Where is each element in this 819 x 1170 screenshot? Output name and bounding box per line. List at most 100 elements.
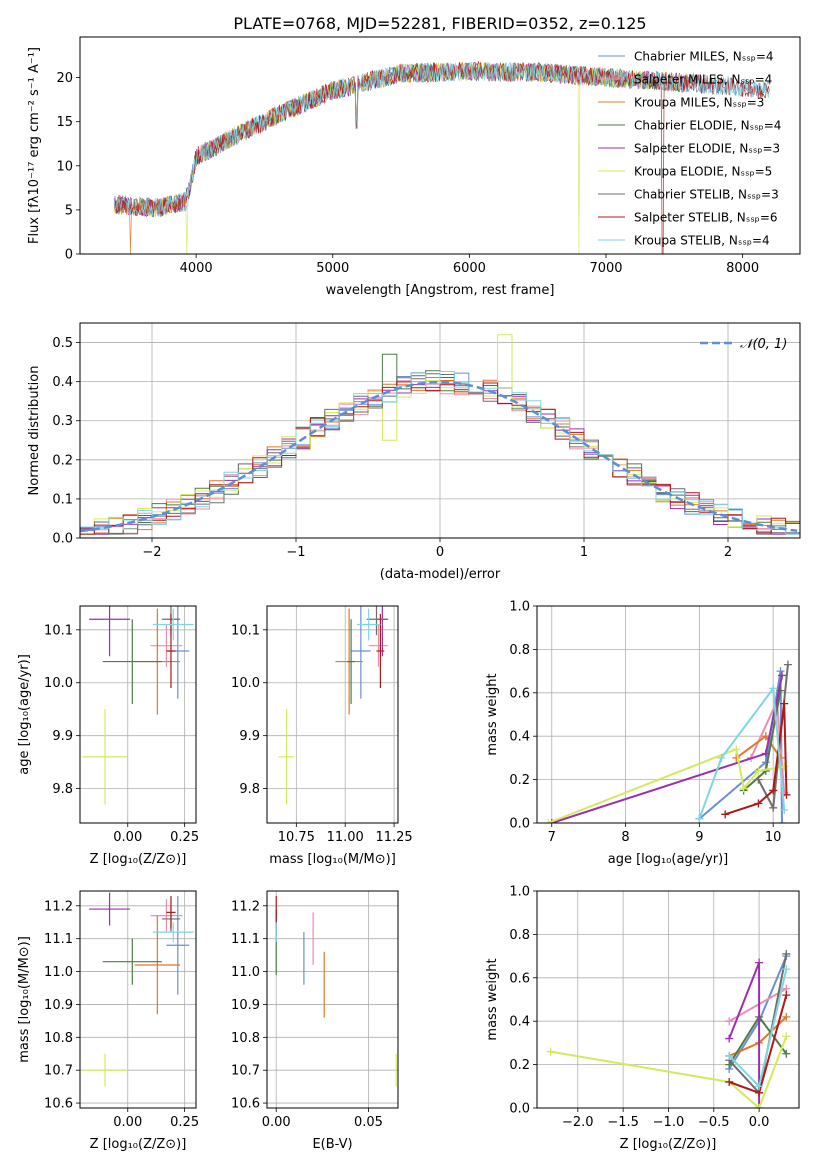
plot-area — [546, 949, 791, 1108]
x-axis-label: wavelength [Angstrom, rest frame] — [326, 283, 555, 298]
axes-frame — [266, 605, 399, 824]
y-tick-label: 11.2 — [44, 899, 73, 914]
axes-frame — [79, 605, 197, 824]
legend-entry: Chabrier MILES, Nₛₛₚ=4 — [634, 50, 774, 64]
y-tick-label: 0.6 — [509, 971, 530, 986]
y-tick-label: 0.2 — [52, 453, 73, 468]
legend-entry: Kroupa STELIB, Nₛₛₚ=4 — [634, 234, 770, 248]
x-tick-label: 8 — [621, 830, 629, 845]
weight-point-marker — [755, 958, 764, 967]
y-tick-label: 10.1 — [231, 623, 260, 638]
y-axis-label: Flux [fλ10⁻¹⁷ erg cm⁻² s⁻¹ A⁻¹] — [27, 47, 42, 244]
weight-point-marker — [725, 1051, 734, 1060]
weight-point-marker — [782, 991, 791, 1000]
panel-mass-vs-Z: 0.00 0.25 10.6 10.7 10.8 10.9 11.0 11.1 11.2 Z [l… — [17, 890, 199, 1152]
x-tick-label: 0.00 — [262, 1115, 291, 1130]
axes-frame — [536, 605, 800, 824]
legend-entry: Kroupa MILES, Nₛₛₚ=3 — [634, 96, 764, 110]
legend-entry: Kroupa ELODIE, Nₛₛₚ=5 — [634, 165, 772, 179]
weight-point-marker — [546, 1047, 555, 1056]
y-tick-label: 11.1 — [231, 932, 260, 947]
x-tick-label: 10 — [765, 830, 782, 845]
x-tick-label: 7 — [548, 830, 556, 845]
y-tick-label: 10.1 — [44, 623, 73, 638]
plot-area — [82, 606, 194, 805]
y-tick-label: 0.4 — [509, 730, 530, 745]
weight-point-marker — [754, 775, 763, 784]
x-tick-label: 11.00 — [327, 830, 364, 845]
weight-point-marker — [778, 671, 787, 680]
y-tick-label: 0.3 — [52, 414, 73, 429]
weight-point-marker — [761, 758, 770, 767]
weight-point-marker — [782, 949, 791, 958]
panel-mass-weight-vs-Z: −2.0 −1.5 −1.0 −0.5 0.0 0.0 0.2 0.4 0.6 0.8 1.0 Z [… — [485, 885, 800, 1152]
x-tick-label: −1.5 — [607, 1115, 639, 1130]
y-tick-label: 10.9 — [231, 998, 260, 1013]
x-tick-label: 8000 — [726, 261, 759, 276]
panel-age-vs-mass: 10.75 11.00 11.25 9.8 9.9 10.0 10.1 mass [log₁₀… — [231, 605, 413, 867]
y-axis-label: age [log₁₀(age/yr)] — [17, 654, 32, 775]
weight-point-marker — [783, 660, 792, 669]
x-tick-label: 9 — [695, 830, 703, 845]
y-tick-label: 10.8 — [44, 1031, 73, 1046]
weight-point-marker — [695, 814, 704, 823]
axes-frame — [79, 322, 801, 539]
weight-point-marker — [782, 1012, 791, 1021]
y-tick-label: 0.0 — [509, 817, 530, 832]
legend-entry: 𝒩(0, 1) — [740, 337, 787, 352]
legend-entry: Chabrier STELIB, Nₛₛₚ=3 — [634, 188, 779, 202]
legend-entry: Salpeter STELIB, Nₛₛₚ=6 — [634, 211, 778, 225]
y-tick-label: 20 — [56, 71, 73, 86]
weight-series-line — [698, 685, 786, 820]
legend-entry: Salpeter MILES, Nₛₛₚ=4 — [634, 73, 772, 87]
axes-frame — [79, 36, 801, 255]
x-axis-label: Z [log₁₀(Z/Z⊙)] — [620, 1137, 717, 1152]
y-tick-label: 10.0 — [231, 676, 260, 691]
weight-point-marker — [725, 1077, 734, 1086]
y-tick-label: 0.2 — [509, 773, 530, 788]
normal-curve — [80, 380, 798, 533]
weight-point-marker — [769, 803, 778, 812]
histogram-series — [80, 381, 800, 535]
x-tick-label: 4000 — [180, 261, 213, 276]
legend-entry: Chabrier ELODIE, Nₛₛₚ=4 — [634, 119, 781, 133]
y-tick-label: 0.5 — [52, 336, 73, 351]
x-axis-label: Z [log₁₀(Z/Z⊙)] — [90, 852, 187, 867]
y-tick-label: 9.8 — [239, 782, 260, 797]
y-tick-label: 0.8 — [509, 643, 530, 658]
y-axis-label: Normed distribution — [27, 366, 42, 496]
x-axis-label: (data-model)/error — [380, 567, 501, 582]
weight-point-marker — [755, 1104, 764, 1108]
weight-point-marker — [754, 799, 763, 808]
y-tick-label: 10.8 — [231, 1031, 260, 1046]
x-tick-label: 0.00 — [113, 1115, 142, 1130]
x-tick-label: −0.5 — [698, 1115, 730, 1130]
y-tick-label: 0.0 — [52, 532, 73, 547]
x-axis-label: Z [log₁₀(Z/Z⊙)] — [90, 1137, 187, 1152]
x-tick-label: −2 — [142, 545, 161, 560]
y-tick-label: 0.4 — [52, 375, 73, 390]
weight-point-marker — [776, 667, 785, 676]
legend: Chabrier MILES, Nₛₛₚ=4 Salpeter MILES, Nₛ… — [598, 50, 781, 248]
y-tick-label: 0.1 — [52, 492, 73, 507]
weight-point-marker — [547, 819, 556, 823]
x-tick-label: 0.25 — [170, 1115, 199, 1130]
y-axis-label: mass weight — [485, 958, 500, 1040]
y-tick-label: 11.0 — [44, 965, 73, 980]
weight-point-marker — [721, 810, 730, 819]
weight-point-marker — [544, 819, 553, 823]
y-tick-label: 10 — [56, 159, 73, 174]
y-tick-label: 0.8 — [509, 928, 530, 943]
plot-area — [275, 895, 397, 1087]
weight-point-marker — [732, 745, 741, 754]
weight-point-marker — [769, 786, 778, 795]
panel-residuals: −2 −1 0 1 2 0.0 0.1 0.2 0.3 0.4 0.5 𝒩(0, 1) (data-mo… — [27, 322, 801, 582]
plot-area — [113, 60, 770, 254]
plot-area — [544, 660, 792, 823]
x-axis-label: E(B-V) — [312, 1137, 352, 1152]
x-tick-label: 0 — [436, 545, 444, 560]
x-tick-label: −1.0 — [653, 1115, 685, 1130]
y-tick-label: 10.6 — [231, 1097, 260, 1112]
weight-point-marker — [780, 762, 789, 771]
x-tick-label: 0.25 — [170, 830, 199, 845]
